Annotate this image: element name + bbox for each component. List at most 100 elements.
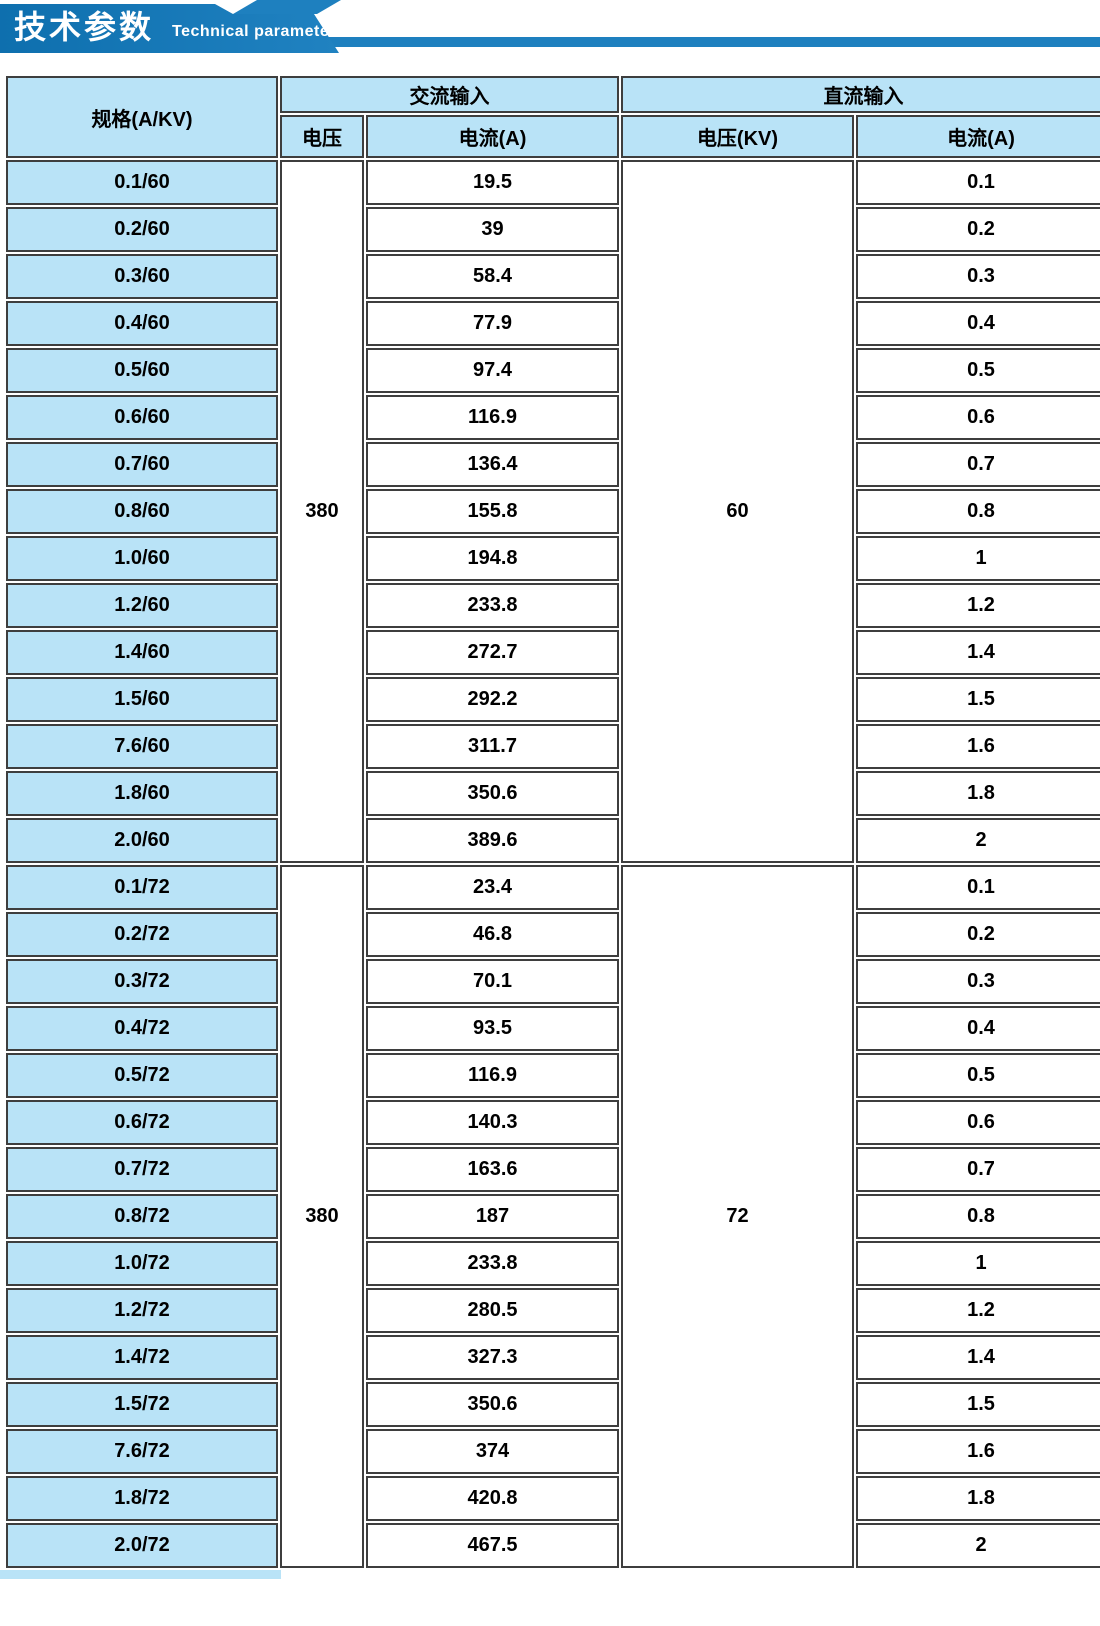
table-row: 2.0/72 467.5 2 (6, 1523, 1100, 1568)
dc-current-cell: 0.3 (856, 959, 1100, 1004)
dc-current-cell: 0.6 (856, 1100, 1100, 1145)
table-row: 1.8/72 420.8 1.8 (6, 1476, 1100, 1521)
table-row: 7.6/60 311.7 1.6 (6, 724, 1100, 769)
table-row: 1.2/60 233.8 1.2 (6, 583, 1100, 628)
spec-cell: 0.1/72 (6, 865, 278, 910)
table-row: 0.3/72 70.1 0.3 (6, 959, 1100, 1004)
table-row: 0.5/72 116.9 0.5 (6, 1053, 1100, 1098)
header-dc-group: 直流输入 (621, 76, 1100, 113)
table-row: 0.4/72 93.5 0.4 (6, 1006, 1100, 1051)
banner-title-zh: 技术参数 (14, 9, 155, 45)
table-row: 7.6/72 374 1.6 (6, 1429, 1100, 1474)
dc-current-cell: 0.4 (856, 301, 1100, 346)
ac-current-cell: 233.8 (366, 1241, 619, 1286)
table-row: 0.6/72 140.3 0.6 (6, 1100, 1100, 1145)
section-banner: 技术参数 Technical parameter (0, 0, 1100, 62)
spec-cell: 7.6/72 (6, 1429, 278, 1474)
dc-current-cell: 1.2 (856, 583, 1100, 628)
dc-current-cell: 1.4 (856, 1335, 1100, 1380)
spec-cell: 0.8/72 (6, 1194, 278, 1239)
ac-current-cell: 97.4 (366, 348, 619, 393)
spec-cell: 0.4/72 (6, 1006, 278, 1051)
dc-voltage-cell: 72 (621, 865, 854, 1568)
dc-current-cell: 0.6 (856, 395, 1100, 440)
banner-title-en: Technical parameter (172, 23, 336, 40)
ac-current-cell: 280.5 (366, 1288, 619, 1333)
spec-cell: 2.0/60 (6, 818, 278, 863)
ac-current-cell: 327.3 (366, 1335, 619, 1380)
table-row: 0.2/72 46.8 0.2 (6, 912, 1100, 957)
banner-thin-bar (300, 37, 1100, 47)
spec-cell: 1.2/72 (6, 1288, 278, 1333)
ac-current-cell: 140.3 (366, 1100, 619, 1145)
table-wrap: 规格(A/KV) 交流输入 直流输入 电压 电流(A) 电压(KV) 电流(A)… (0, 74, 1100, 1579)
table-row: 1.5/60 292.2 1.5 (6, 677, 1100, 722)
ac-current-cell: 467.5 (366, 1523, 619, 1568)
ac-voltage-cell: 380 (280, 160, 364, 863)
spec-cell: 0.7/72 (6, 1147, 278, 1192)
dc-current-cell: 1.8 (856, 771, 1100, 816)
table-row: 0.6/60 116.9 0.6 (6, 395, 1100, 440)
spec-table: 规格(A/KV) 交流输入 直流输入 电压 电流(A) 电压(KV) 电流(A)… (4, 74, 1100, 1570)
spec-cell: 1.8/60 (6, 771, 278, 816)
ac-current-cell: 155.8 (366, 489, 619, 534)
spec-cell: 0.1/60 (6, 160, 278, 205)
spec-cell: 1.0/60 (6, 536, 278, 581)
spec-cell: 0.7/60 (6, 442, 278, 487)
ac-current-cell: 374 (366, 1429, 619, 1474)
ac-current-cell: 233.8 (366, 583, 619, 628)
dc-current-cell: 1.2 (856, 1288, 1100, 1333)
spec-cell: 1.4/72 (6, 1335, 278, 1380)
ac-current-cell: 23.4 (366, 865, 619, 910)
banner-top-accent (233, 0, 341, 14)
table-row: 0.4/60 77.9 0.4 (6, 301, 1100, 346)
table-row: 0.8/72 187 0.8 (6, 1194, 1100, 1239)
table-row: 0.1/60 380 19.5 60 0.1 (6, 160, 1100, 863)
ac-current-cell: 311.7 (366, 724, 619, 769)
spec-cell: 0.3/72 (6, 959, 278, 1004)
spec-cell: 1.8/72 (6, 1476, 278, 1521)
header-spec: 规格(A/KV) (6, 76, 278, 158)
spec-cell: 0.2/72 (6, 912, 278, 957)
table-row: 1.2/72 280.5 1.2 (6, 1288, 1100, 1333)
spec-cell: 0.2/60 (6, 207, 278, 252)
ac-current-cell: 93.5 (366, 1006, 619, 1051)
table-row: 1.4/60 272.7 1.4 (6, 630, 1100, 675)
dc-current-cell: 0.1 (856, 865, 1100, 910)
dc-current-cell: 2 (856, 818, 1100, 863)
spec-cell: 2.0/72 (6, 1523, 278, 1568)
table-row: 1.0/60 194.8 1 (6, 536, 1100, 581)
dc-current-cell: 1.5 (856, 1382, 1100, 1427)
spec-cell: 1.4/60 (6, 630, 278, 675)
table-row: 0.7/72 163.6 0.7 (6, 1147, 1100, 1192)
dc-current-cell: 0.8 (856, 1194, 1100, 1239)
header-ac-group: 交流输入 (280, 76, 619, 113)
dc-voltage-cell: 60 (621, 160, 854, 863)
table-row: 0.7/60 136.4 0.7 (6, 442, 1100, 487)
dc-current-cell: 0.2 (856, 912, 1100, 957)
dc-current-cell: 0.8 (856, 489, 1100, 534)
spec-cell: 0.4/60 (6, 301, 278, 346)
table-row: 0.5/60 97.4 0.5 (6, 348, 1100, 393)
spec-cell: 1.2/60 (6, 583, 278, 628)
ac-current-cell: 77.9 (366, 301, 619, 346)
ac-current-cell: 389.6 (366, 818, 619, 863)
dc-current-cell: 0.3 (856, 254, 1100, 299)
header-dc-voltage: 电压(KV) (621, 115, 854, 158)
dc-current-cell: 1.8 (856, 1476, 1100, 1521)
table-row: 0.1/72 380 23.4 72 0.1 (6, 865, 1100, 1568)
dc-current-cell: 1.4 (856, 630, 1100, 675)
dc-current-cell: 1 (856, 536, 1100, 581)
bottom-left-blue-strip (0, 1570, 281, 1579)
ac-current-cell: 350.6 (366, 771, 619, 816)
dc-current-cell: 0.5 (856, 1053, 1100, 1098)
dc-current-cell: 0.7 (856, 1147, 1100, 1192)
header-row-groups: 规格(A/KV) 交流输入 直流输入 (6, 76, 1100, 158)
dc-current-cell: 0.4 (856, 1006, 1100, 1051)
ac-current-cell: 116.9 (366, 1053, 619, 1098)
table-row: 1.4/72 327.3 1.4 (6, 1335, 1100, 1380)
banner-main-block (0, 4, 339, 53)
dc-current-cell: 0.5 (856, 348, 1100, 393)
table-row: 1.8/60 350.6 1.8 (6, 771, 1100, 816)
